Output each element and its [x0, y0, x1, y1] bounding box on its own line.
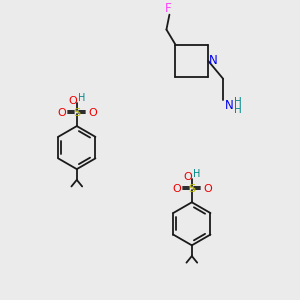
Text: F: F: [165, 2, 171, 15]
Text: S: S: [188, 184, 195, 194]
Text: N: N: [225, 99, 234, 112]
Text: N: N: [209, 54, 218, 68]
Text: H: H: [78, 93, 85, 103]
Text: O: O: [57, 108, 66, 118]
Text: O: O: [203, 184, 212, 194]
Text: S: S: [73, 108, 80, 118]
Text: H: H: [193, 169, 201, 179]
Text: O: O: [88, 108, 97, 118]
Text: O: O: [172, 184, 181, 194]
Text: O: O: [69, 96, 78, 106]
Text: O: O: [184, 172, 193, 182]
Text: H: H: [234, 105, 242, 115]
Text: H: H: [234, 97, 242, 107]
